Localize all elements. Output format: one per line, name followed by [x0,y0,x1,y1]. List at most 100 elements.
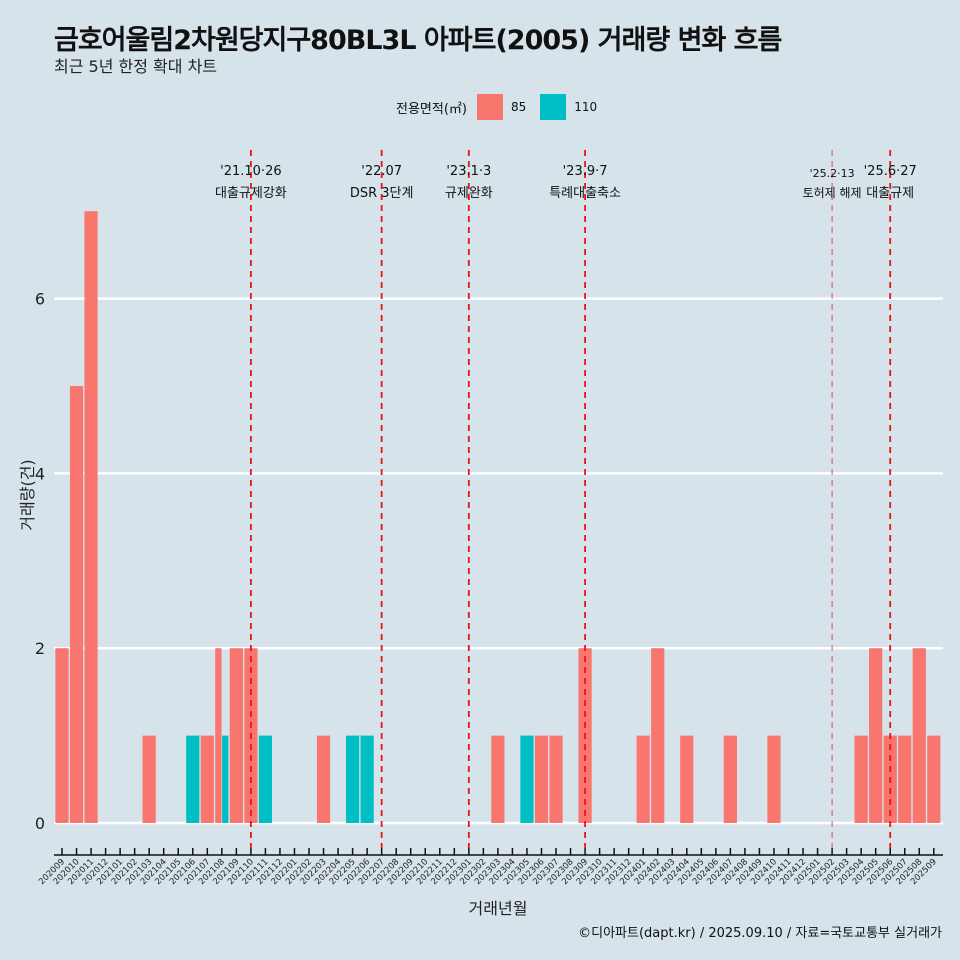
chart-title: 금호어울림2차원당지구80BL3L 아파트(2005) 거래량 변화 흐름 [54,25,782,56]
bar-85-202107 [200,735,214,823]
x-tick-label: 202102 [110,857,140,887]
x-tick-label: 202404 [662,857,692,887]
x-tick-label: 202405 [676,857,706,887]
bar-85-202401 [636,735,650,823]
bar-85-202309 [578,648,592,823]
event-date: '25.2·13 [810,167,855,180]
bar-85-202505 [869,648,883,823]
x-tick-label: 202203 [299,857,329,887]
event-date: '25.6·27 [864,164,917,179]
bar-85-202506 [883,735,897,823]
bar-85-202509 [927,735,941,823]
x-tick-label: 202112 [255,857,285,887]
x-tick-label: 202212 [429,857,459,887]
x-tick-label: 202011 [66,857,96,887]
x-tick-label: 202507 [880,857,910,887]
event-date: '21.10·26 [220,164,281,179]
x-tick-label: 202503 [822,857,852,887]
x-tick-label: 202410 [749,857,779,887]
y-axis-label: 거래량(건) [18,459,37,530]
source-credit: ©디아파트(dapt.kr) / 2025.09.10 / 자료=국토교통부 실… [578,926,942,941]
x-tick-label: 202012 [81,857,111,887]
x-tick-label: 202401 [618,857,648,887]
x-tick-label: 202501 [793,857,823,887]
event-label: 특례대출축소 [549,186,621,201]
x-tick-label: 202506 [865,857,895,887]
x-tick-label: 202208 [371,857,401,887]
x-tick-label: 202201 [270,857,300,887]
event-label: 규제완화 [445,186,493,201]
bar-85-202402 [651,648,665,823]
legend-swatch-110 [540,94,567,120]
bar-85-202203 [316,735,331,823]
x-tick-label: 202310 [575,857,605,887]
x-tick-label: 202211 [415,857,445,887]
bar-85-202507 [898,735,912,823]
x-tick-label: 202107 [182,857,212,887]
x-tick-label: 202406 [691,857,721,887]
legend-title: 전용면적(㎡) [396,101,467,117]
bar-85-202407 [723,735,737,823]
axes: 2020092020102020112020122021012021022021… [37,848,943,887]
x-tick-label: 202403 [647,857,677,887]
bar-110-202305 [520,735,534,823]
x-tick-label: 202307 [531,857,561,887]
bar-110-202111 [258,735,273,823]
x-tick-label: 202206 [342,857,372,887]
x-tick-label: 202303 [473,857,503,887]
x-tick-label: 202502 [807,857,837,887]
legend-label-110: 110 [574,100,598,114]
x-tick-label: 202009 [37,857,67,887]
x-tick-label: 202204 [313,857,343,887]
x-tick-label: 202306 [517,857,547,887]
x-tick-label: 202302 [458,857,488,887]
x-tick-label: 202509 [909,857,939,887]
x-tick-label: 202103 [124,857,154,887]
x-tick-label: 202412 [778,857,808,887]
x-tick-label: 202311 [589,857,619,887]
y-tick-label: 0 [35,814,45,833]
event-date: '22.07 [361,164,402,179]
x-tick-label: 202504 [836,857,866,887]
x-tick-label: 202010 [52,857,82,887]
x-tick-label: 202111 [241,857,271,887]
x-tick-label: 202106 [168,857,198,887]
x-tick-label: 202411 [764,857,794,887]
x-tick-label: 202202 [284,857,314,887]
bar-85-202508 [912,648,926,823]
x-tick-label: 202312 [604,857,634,887]
x-tick-label: 202104 [139,857,169,887]
bar-85-202010 [69,386,84,823]
bars [55,211,941,823]
x-tick-label: 202105 [153,857,183,887]
bar-85-202410 [767,735,781,823]
x-tick-label: 202508 [894,857,924,887]
x-tick-label: 202210 [400,857,430,887]
bar-85-202009 [55,648,69,823]
x-tick-label: 202308 [546,857,576,887]
y-tick-label: 4 [35,464,45,483]
x-axis-label: 거래년월 [469,899,528,918]
legend: 전용면적(㎡) 85 110 [396,94,601,120]
bar-110-202206 [360,735,374,823]
bar-85-202404 [680,735,694,823]
event-label: DSR 3단계 [350,186,414,201]
legend-label-85: 85 [510,100,527,114]
x-tick-label: 202409 [735,857,765,887]
x-tick-label: 202301 [444,857,474,887]
event-date: '23.1·3 [446,164,491,179]
bar-85-202110 [244,648,258,823]
x-tick-label: 202109 [211,857,241,887]
event-date: '23.9·7 [563,164,608,179]
legend-swatch-85 [476,94,503,120]
x-tick-label: 202108 [197,857,227,887]
x-tick-label: 202407 [705,857,735,887]
event-lines: '21.10·26 대출규제강화 '22.07 DSR 3단계 '23.1·3 규제완화 '… [215,150,917,848]
x-tick-label: 202207 [357,857,387,887]
y-tick-label: 6 [35,290,45,309]
y-tick-label: 2 [35,639,45,658]
bar-110-202106 [186,735,200,823]
x-tick-label: 202101 [95,857,125,887]
bar-110-202205 [346,735,360,823]
